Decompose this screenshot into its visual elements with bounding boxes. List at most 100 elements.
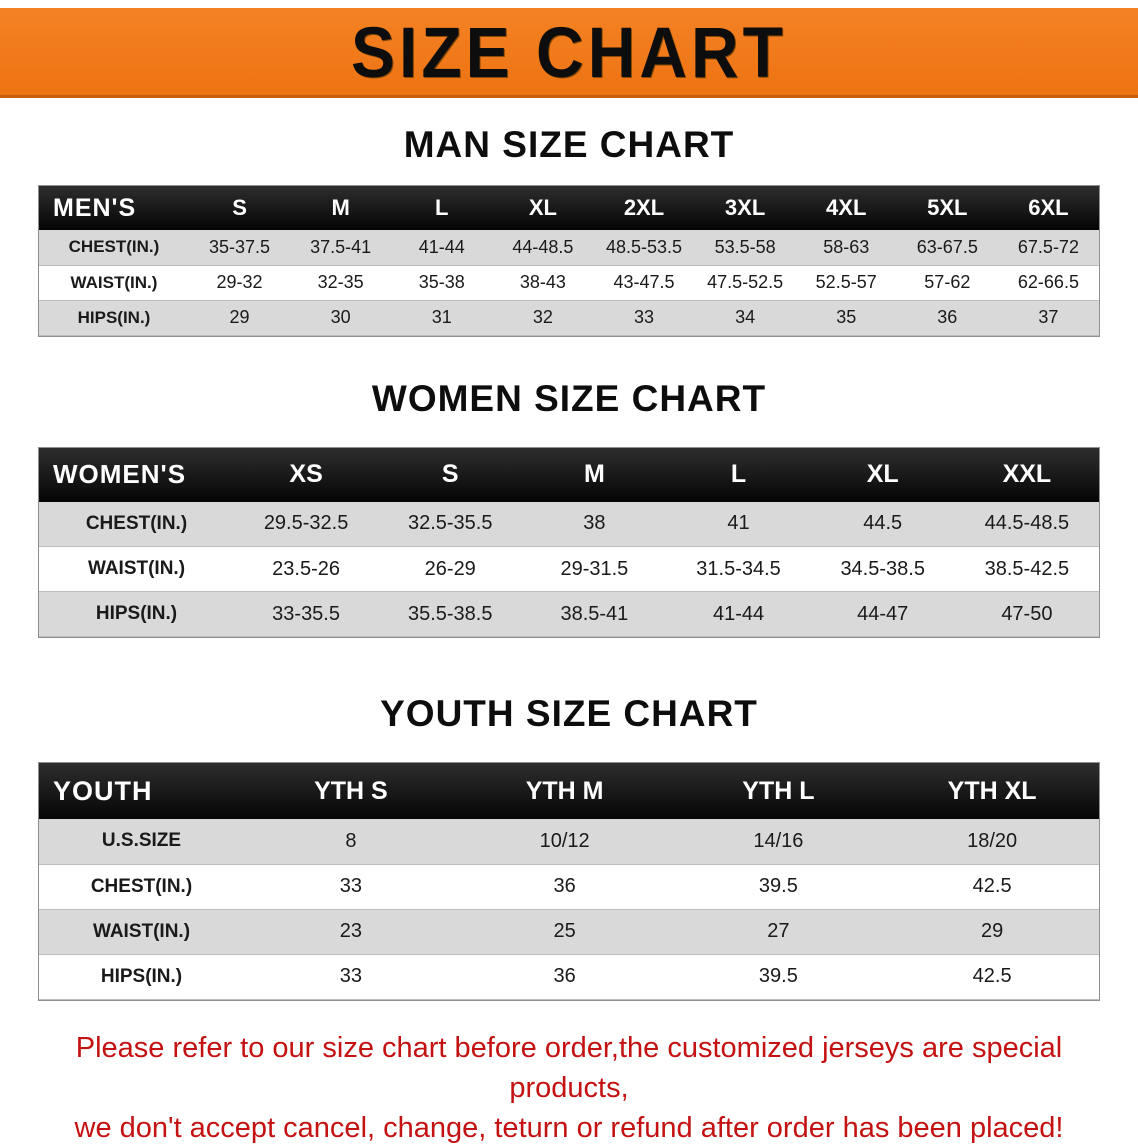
value-cell: 53.5-58 <box>694 230 796 266</box>
table-row: WAIST(IN.) 29-32 32-35 35-38 38-43 43-47.5 47.… <box>39 265 1099 301</box>
size-column-header: L <box>666 447 811 502</box>
size-column-header: M <box>522 447 667 502</box>
size-column-header: M <box>290 186 392 230</box>
row-label-cell: HIPS(IN.) <box>39 300 189 336</box>
men-size-chart-section: MAN SIZE CHART MEN'S S M L XL 2XL 3XL 4XL 5XL 6XL… <box>0 124 1138 337</box>
table-row: WAIST(IN.) 23.5-26 26-29 29-31.5 31.5-34.5 34… <box>39 546 1099 592</box>
size-column-header: YTH M <box>457 763 672 819</box>
size-column-header: 3XL <box>694 186 796 230</box>
value-cell: 29-32 <box>189 265 291 301</box>
size-column-header: 4XL <box>795 186 897 230</box>
value-cell: 31 <box>391 300 493 336</box>
table-title-cell: YOUTH <box>39 763 244 819</box>
table-row: HIPS(IN.) 33-35.5 35.5-38.5 38.5-41 41-44 44-… <box>39 591 1099 637</box>
value-cell: 33 <box>593 300 695 336</box>
value-cell: 34.5-38.5 <box>810 546 955 592</box>
size-column-header: YTH S <box>244 763 458 819</box>
value-cell: 36 <box>457 864 672 910</box>
value-cell: 36 <box>457 954 672 1000</box>
value-cell: 35 <box>795 300 897 336</box>
value-cell: 32 <box>492 300 594 336</box>
table-row: CHEST(IN.) 35-37.5 37.5-41 41-44 44-48.5 48.5… <box>39 230 1099 266</box>
value-cell: 38.5-42.5 <box>954 546 1099 592</box>
row-label-cell: CHEST(IN.) <box>39 501 234 547</box>
value-cell: 43-47.5 <box>593 265 695 301</box>
value-cell: 33-35.5 <box>234 591 379 637</box>
value-cell: 44.5 <box>810 501 955 547</box>
value-cell: 25 <box>457 909 672 955</box>
value-cell: 38 <box>522 501 667 547</box>
value-cell: 41-44 <box>666 591 811 637</box>
value-cell: 37 <box>997 300 1099 336</box>
table-row: WAIST(IN.) 23 25 27 29 <box>39 909 1099 955</box>
men-section-heading: MAN SIZE CHART <box>403 124 735 165</box>
value-cell: 35-38 <box>391 265 493 301</box>
value-cell: 26-29 <box>378 546 523 592</box>
value-cell: 33 <box>244 954 458 1000</box>
size-column-header: XL <box>492 186 594 230</box>
value-cell: 42.5 <box>885 954 1099 1000</box>
order-notice: Please refer to our size chart before or… <box>0 1028 1138 1148</box>
value-cell: 47-50 <box>954 591 1099 637</box>
value-cell: 67.5-72 <box>997 230 1099 266</box>
header-row: MEN'S S M L XL 2XL 3XL 4XL 5XL 6XL <box>39 186 1099 230</box>
value-cell: 14/16 <box>671 819 886 865</box>
value-cell: 44.5-48.5 <box>954 501 1099 547</box>
size-column-header: 6XL <box>997 186 1099 230</box>
value-cell: 37.5-41 <box>290 230 392 266</box>
women-size-chart-section: WOMEN SIZE CHART WOMEN'S XS S M L XL XXL CHEST(… <box>0 378 1138 638</box>
value-cell: 42.5 <box>885 864 1099 910</box>
value-cell: 62-66.5 <box>997 265 1099 301</box>
row-label-cell: WAIST(IN.) <box>39 546 234 592</box>
value-cell: 33 <box>244 864 458 910</box>
value-cell: 36 <box>896 300 998 336</box>
men-size-table: MEN'S S M L XL 2XL 3XL 4XL 5XL 6XL CHEST(IN.) 35-37… <box>38 185 1100 337</box>
header-row: YOUTH YTH S YTH M YTH L YTH XL <box>39 763 1099 819</box>
value-cell: 29.5-32.5 <box>234 501 379 547</box>
size-column-header: S <box>189 186 291 230</box>
value-cell: 30 <box>290 300 392 336</box>
size-column-header: XXL <box>954 447 1099 502</box>
value-cell: 38.5-41 <box>522 591 667 637</box>
row-label-cell: HIPS(IN.) <box>39 591 234 637</box>
notice-line-2: we don't accept cancel, change, teturn o… <box>74 1111 1064 1144</box>
value-cell: 23.5-26 <box>234 546 379 592</box>
value-cell: 8 <box>244 819 458 865</box>
row-label-cell: HIPS(IN.) <box>39 954 244 1000</box>
value-cell: 31.5-34.5 <box>666 546 811 592</box>
table-row: CHEST(IN.) 29.5-32.5 32.5-35.5 38 41 44.5 44.5… <box>39 501 1099 547</box>
size-column-header: XL <box>810 447 955 502</box>
size-chart-banner: SIZE CHART <box>0 8 1138 98</box>
table-title-cell: WOMEN'S <box>39 447 234 502</box>
value-cell: 52.5-57 <box>795 265 897 301</box>
size-column-header: YTH L <box>671 763 886 819</box>
value-cell: 29 <box>885 909 1099 955</box>
value-cell: 35.5-38.5 <box>378 591 523 637</box>
women-section-heading: WOMEN SIZE CHART <box>371 377 767 419</box>
row-label-cell: CHEST(IN.) <box>39 864 244 910</box>
value-cell: 10/12 <box>457 819 672 865</box>
row-label-cell: WAIST(IN.) <box>39 909 244 955</box>
value-cell: 29-31.5 <box>522 546 667 592</box>
value-cell: 57-62 <box>896 265 998 301</box>
row-label-cell: CHEST(IN.) <box>39 230 189 266</box>
table-title-cell: MEN'S <box>39 186 189 230</box>
table-row: HIPS(IN.) 33 36 39.5 42.5 <box>39 954 1099 1000</box>
value-cell: 29 <box>189 300 291 336</box>
row-label-cell: U.S.SIZE <box>39 819 244 865</box>
value-cell: 32-35 <box>290 265 392 301</box>
value-cell: 63-67.5 <box>896 230 998 266</box>
table-row: U.S.SIZE 8 10/12 14/16 18/20 <box>39 819 1099 865</box>
value-cell: 58-63 <box>795 230 897 266</box>
size-column-header: YTH XL <box>885 763 1099 819</box>
value-cell: 34 <box>694 300 796 336</box>
table-row: HIPS(IN.) 29 30 31 32 33 34 35 36 37 <box>39 300 1099 336</box>
notice-line-1: Please refer to our size chart before or… <box>75 1031 1063 1104</box>
value-cell: 32.5-35.5 <box>378 501 523 547</box>
size-column-header: 5XL <box>896 186 998 230</box>
value-cell: 44-48.5 <box>492 230 594 266</box>
row-label-cell: WAIST(IN.) <box>39 265 189 301</box>
page-title: SIZE CHART <box>351 11 787 92</box>
value-cell: 38-43 <box>492 265 594 301</box>
table-row: CHEST(IN.) 33 36 39.5 42.5 <box>39 864 1099 910</box>
